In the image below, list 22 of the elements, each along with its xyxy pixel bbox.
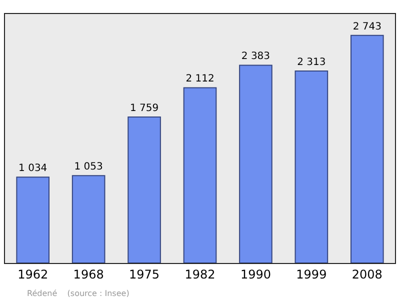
x-tick-label: 1968 xyxy=(73,267,104,282)
x-tick-label: 1962 xyxy=(18,267,48,282)
x-tick-label: 2008 xyxy=(352,267,382,282)
data-label: 2 383 xyxy=(241,51,270,62)
data-label: 1 034 xyxy=(18,163,48,174)
x-tick-label: 1999 xyxy=(296,267,327,282)
data-label: 1 053 xyxy=(74,162,103,173)
bar xyxy=(239,64,272,263)
data-label: 2 313 xyxy=(297,57,326,68)
data-label: 1 759 xyxy=(130,103,159,114)
bar xyxy=(183,87,217,263)
bar xyxy=(72,175,106,263)
x-tick-label: 1975 xyxy=(129,267,160,282)
bar xyxy=(128,116,161,263)
bar xyxy=(294,70,328,263)
data-label: 2 112 xyxy=(186,74,214,85)
bar xyxy=(350,34,384,263)
text: Rédené (source : Insee) xyxy=(27,289,130,298)
data-label: 2 743 xyxy=(352,21,382,32)
x-tick-label: 1982 xyxy=(184,267,216,282)
x-tick-label: 1990 xyxy=(240,267,271,282)
bar xyxy=(16,176,50,263)
